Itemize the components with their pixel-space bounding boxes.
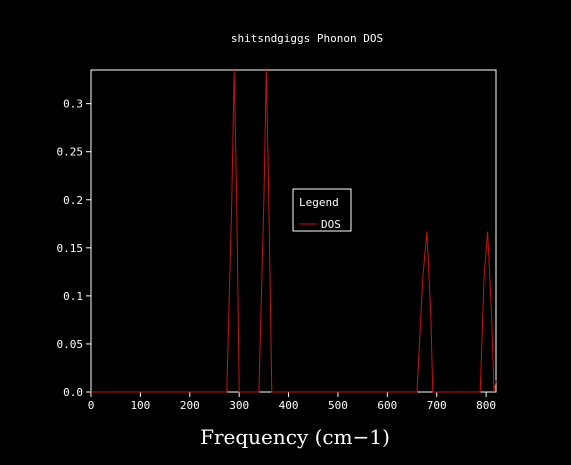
x-tick-label: 400: [279, 399, 299, 412]
series-layer: [91, 69, 497, 393]
y-tick-label: 0.0: [63, 386, 83, 399]
legend-entry-dos: DOS: [321, 218, 341, 231]
series-line-dos: [91, 69, 497, 393]
x-tick-label: 100: [130, 399, 150, 412]
x-tick-label: 200: [180, 399, 200, 412]
y-axis: 0.0 0.05 0.1 0.15 0.2 0.25 0.3: [57, 98, 91, 399]
y-tick-label: 0.15: [57, 242, 84, 255]
y-tick-label: 0.2: [63, 194, 83, 207]
x-tick-label: 700: [427, 399, 447, 412]
y-tick-label: 0.25: [57, 146, 84, 159]
x-tick-label: 500: [328, 399, 348, 412]
x-axis-label: Frequency (cm−1): [200, 425, 390, 449]
y-tick-label: 0.05: [57, 338, 84, 351]
x-tick-label: 300: [229, 399, 249, 412]
y-tick-label: 0.1: [63, 290, 83, 303]
x-tick-label: 0: [88, 399, 95, 412]
x-tick-label: 600: [377, 399, 397, 412]
x-axis: 0 100 200 300 400 500 600 700 800: [88, 392, 496, 412]
legend-title: Legend: [299, 196, 339, 209]
y-tick-label: 0.3: [63, 98, 83, 111]
x-tick-label: 800: [476, 399, 496, 412]
legend: Legend DOS: [292, 188, 352, 232]
legend-box: [292, 188, 352, 232]
chart-title: shitsndgiggs Phonon DOS: [231, 32, 383, 45]
